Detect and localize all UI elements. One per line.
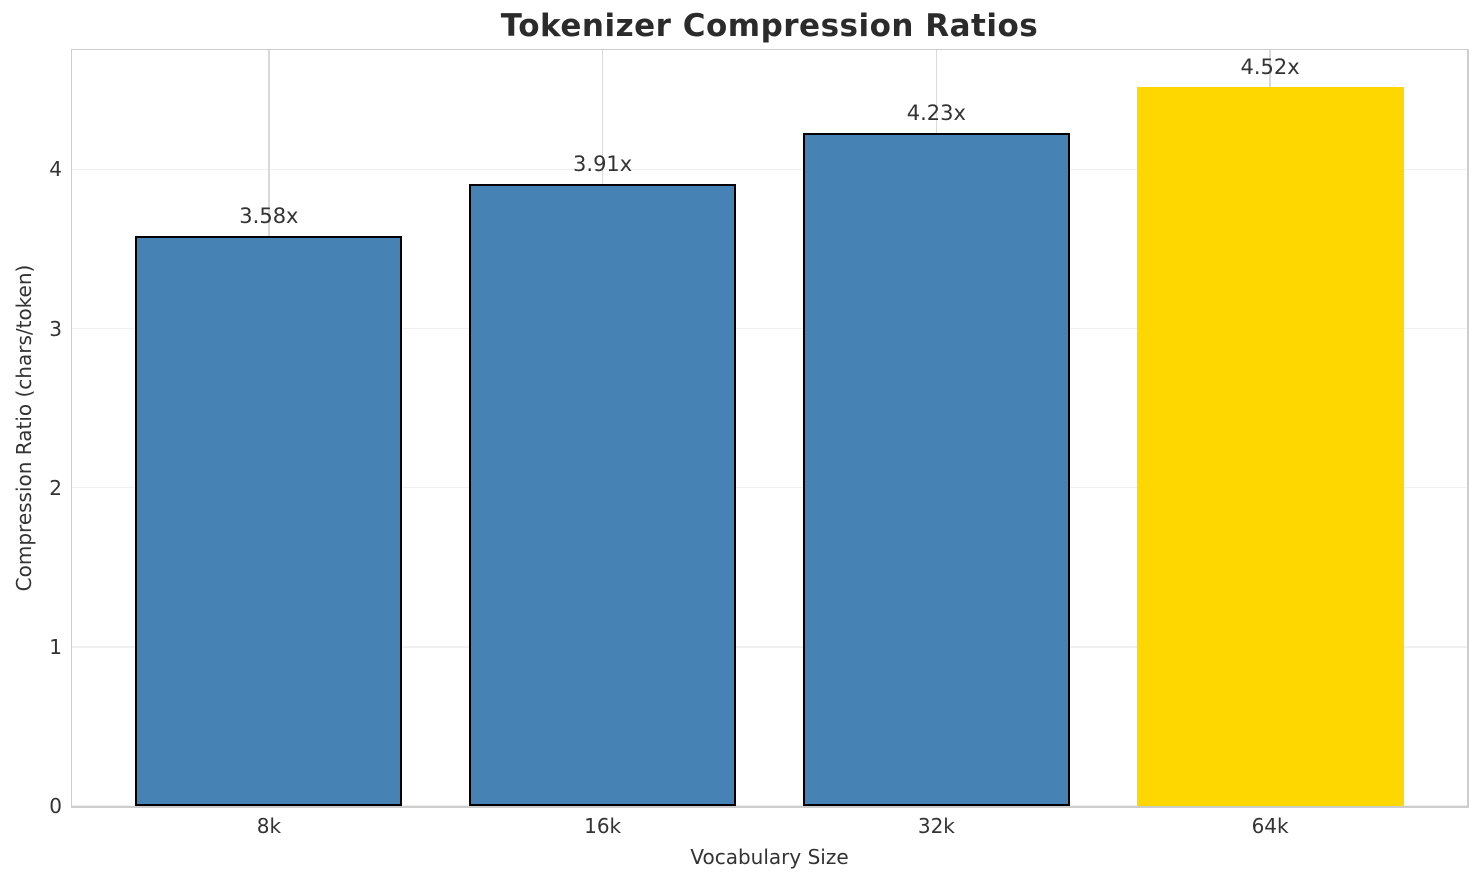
y-axis-label: Compression Ratio (chars/token) [12, 264, 36, 592]
h-gridline [72, 646, 1467, 648]
spine-bottom [70, 806, 1469, 808]
chart-title: Tokenizer Compression Ratios [500, 8, 1039, 44]
y-tick-label: 3 [49, 316, 62, 341]
y-tick-label: 4 [49, 157, 62, 182]
x-tick-label: 64k [1251, 814, 1289, 838]
bar-value-label: 4.52x [1240, 54, 1300, 79]
x-axis-label: Vocabulary Size [690, 845, 849, 869]
bar-value-label: 3.91x [573, 151, 633, 176]
spine-top [70, 48, 1469, 50]
h-gridline [72, 486, 1467, 489]
x-tick-label: 32k [917, 814, 955, 838]
x-tick-label: 8k [256, 814, 282, 838]
bar-64k [1136, 86, 1404, 806]
bar-value-label: 3.58x [239, 204, 299, 229]
x-tick-label: 16k [584, 814, 622, 838]
y-tick-label: 2 [49, 475, 62, 500]
h-gridline [72, 168, 1467, 171]
bar-8k [135, 236, 403, 806]
y-tick-label: 1 [49, 634, 62, 659]
bar-16k [469, 183, 737, 806]
h-gridline [72, 327, 1467, 330]
y-tick-label: 0 [49, 794, 62, 818]
spine-right [1467, 50, 1469, 808]
bar-32k [802, 132, 1070, 806]
bar-value-label: 4.23x [906, 100, 966, 125]
spine-left [70, 50, 72, 808]
